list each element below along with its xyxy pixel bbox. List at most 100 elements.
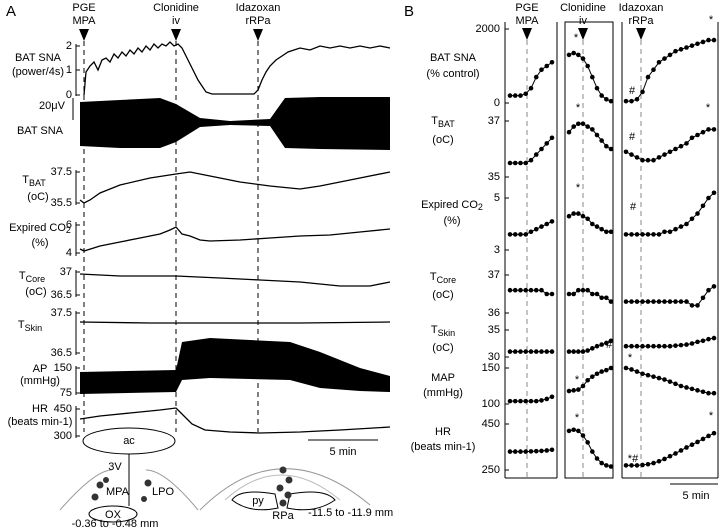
data-point xyxy=(507,449,513,454)
data-point xyxy=(667,299,673,304)
data-point xyxy=(623,365,629,371)
data-point xyxy=(711,430,717,436)
row-unit: (%) xyxy=(443,215,460,227)
data-point xyxy=(695,211,700,216)
data-point xyxy=(594,371,600,377)
data-point xyxy=(711,335,717,341)
data-point xyxy=(673,226,678,232)
data-point xyxy=(594,456,600,461)
y-tick-label: 150 xyxy=(54,362,72,374)
data-point xyxy=(662,152,667,157)
row-unit: (oC) xyxy=(25,286,46,298)
row-label: TCore xyxy=(430,271,456,285)
event-label: rRPa xyxy=(628,15,654,27)
data-point xyxy=(549,394,555,400)
data-point xyxy=(656,155,662,160)
data-point xyxy=(645,299,651,304)
data-point xyxy=(512,449,518,454)
data-point xyxy=(528,157,534,163)
data-point xyxy=(695,303,700,308)
data-point xyxy=(645,74,651,80)
data-point xyxy=(566,213,572,219)
trend-line xyxy=(568,123,612,150)
label-sub: Core xyxy=(437,275,457,285)
data-point xyxy=(533,398,539,404)
data-point xyxy=(662,56,667,61)
data-point xyxy=(684,141,689,146)
data-point xyxy=(549,291,555,297)
data-point xyxy=(566,388,572,394)
data-point xyxy=(604,340,609,346)
data-point xyxy=(629,367,634,372)
sig-mark: # xyxy=(629,85,636,97)
data-point xyxy=(651,232,656,237)
data-point xyxy=(533,152,539,157)
diagram-label: py xyxy=(252,495,264,507)
y-tick-label: 3 xyxy=(494,244,500,256)
data-point xyxy=(576,211,581,216)
data-point xyxy=(634,369,640,374)
data-point xyxy=(528,85,534,91)
data-point xyxy=(640,157,645,163)
row-unit: (oC) xyxy=(27,191,48,203)
y-tick-label: 5 xyxy=(494,192,500,204)
data-point xyxy=(576,121,581,127)
diagram-label: ac xyxy=(123,435,135,447)
data-point xyxy=(599,369,604,374)
y-tick-label: 6 xyxy=(66,219,72,231)
data-point xyxy=(594,132,600,138)
data-point xyxy=(580,433,586,438)
data-point xyxy=(700,129,706,135)
label-main: T xyxy=(19,270,26,282)
data-point xyxy=(590,346,595,351)
data-point xyxy=(544,291,550,297)
sig-mark: * xyxy=(574,32,579,44)
diagram-level: -0.36 to -0.48 mm xyxy=(72,518,159,528)
data-point xyxy=(678,383,684,389)
data-point xyxy=(645,232,651,237)
data-point xyxy=(667,52,673,58)
data-point xyxy=(512,232,518,237)
data-point xyxy=(599,295,604,301)
data-point xyxy=(608,98,614,104)
row-unit: (mmHg) xyxy=(20,375,60,387)
row-label: MAP xyxy=(431,372,455,384)
data-point xyxy=(576,52,581,58)
data-point xyxy=(590,449,595,454)
y-tick-label: 150 xyxy=(482,362,500,374)
label-main: T xyxy=(22,174,29,186)
event-label: iv xyxy=(172,15,180,27)
data-point xyxy=(667,229,673,235)
y-tick-label: 36 xyxy=(488,307,500,319)
data-point xyxy=(544,141,550,146)
data-point xyxy=(684,385,689,390)
data-point xyxy=(667,379,673,384)
data-point xyxy=(689,386,695,392)
data-point xyxy=(528,449,534,454)
data-point xyxy=(706,336,711,342)
data-point xyxy=(711,127,717,132)
row-label: TSkin xyxy=(18,319,42,333)
data-point xyxy=(544,396,550,402)
data-point xyxy=(594,291,600,297)
y-tick-label: 37 xyxy=(60,266,72,278)
data-point xyxy=(599,93,604,98)
trend-line xyxy=(568,213,611,233)
data-point xyxy=(689,135,695,141)
data-point xyxy=(585,124,590,129)
data-point xyxy=(700,338,706,344)
data-point xyxy=(667,343,673,349)
data-point xyxy=(695,388,700,393)
data-point xyxy=(518,449,523,454)
data-point xyxy=(700,389,706,395)
panel-label: B xyxy=(404,3,414,20)
data-point xyxy=(684,299,689,304)
data-point xyxy=(580,213,586,219)
panel-b-labels: BAT SNA (% control) TBAT (oC) Expired CO… xyxy=(411,52,483,453)
data-point xyxy=(678,342,684,348)
data-point xyxy=(507,93,513,98)
data-point xyxy=(518,160,523,166)
trend-line xyxy=(626,432,715,466)
data-point xyxy=(590,291,595,297)
data-point xyxy=(590,374,595,379)
